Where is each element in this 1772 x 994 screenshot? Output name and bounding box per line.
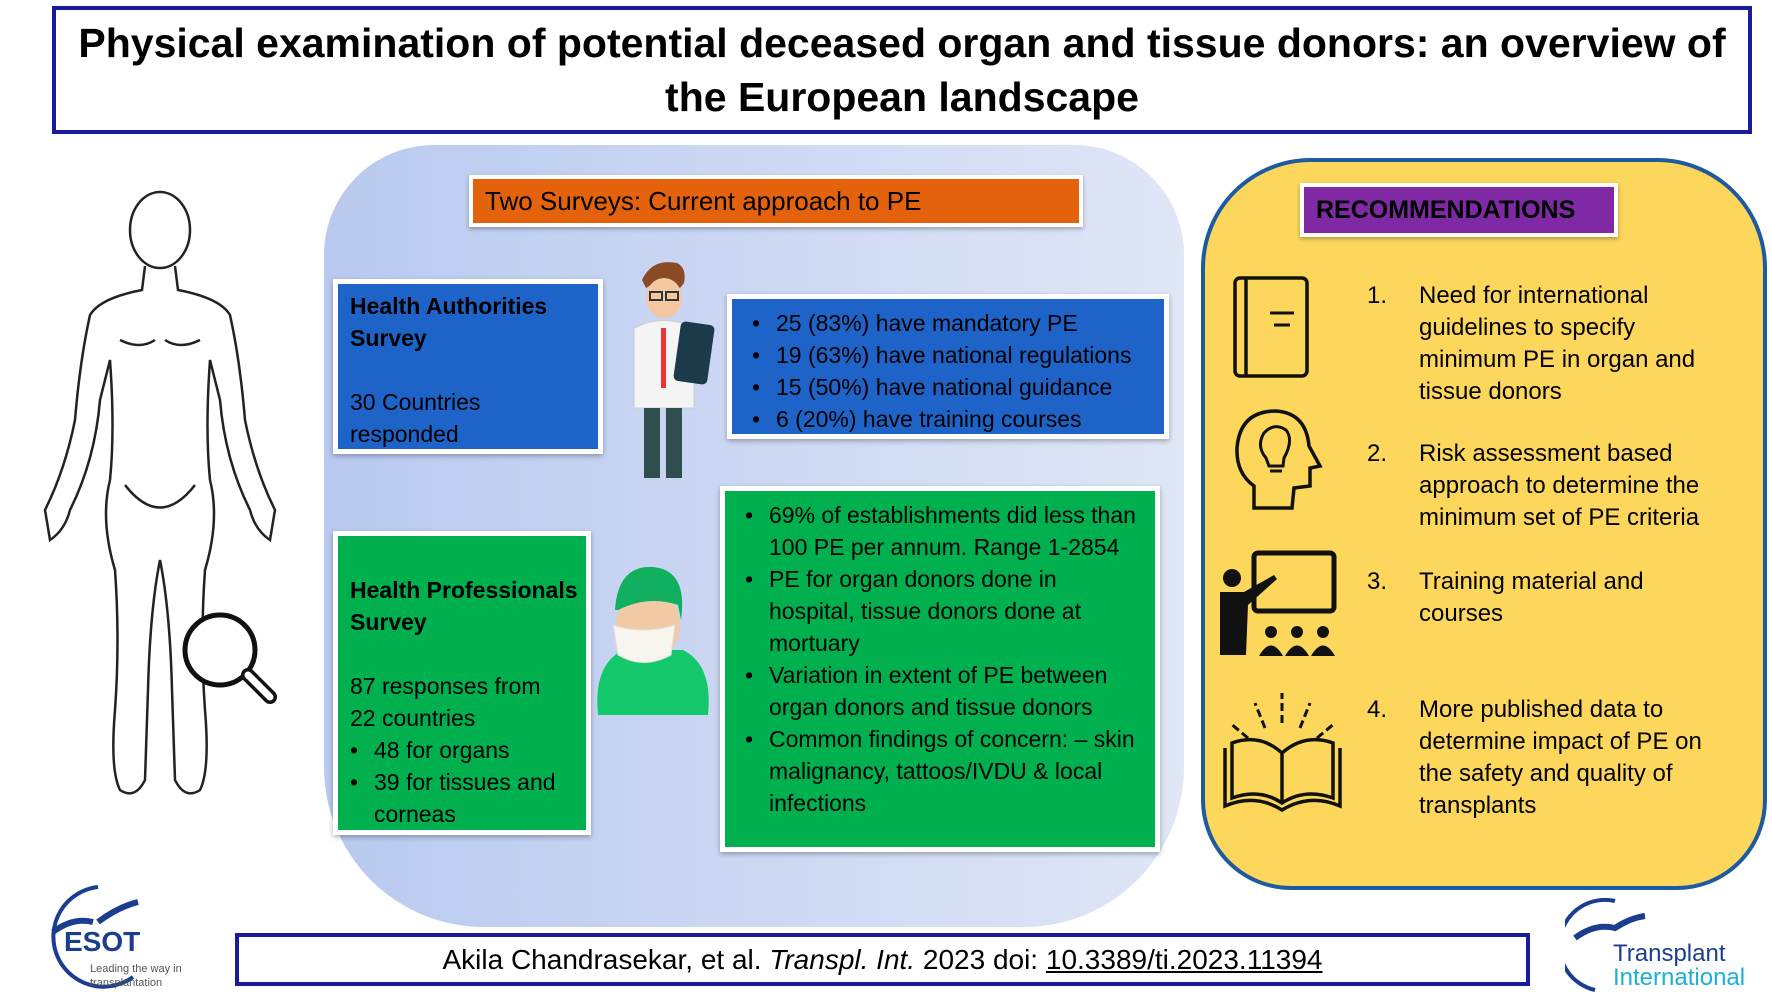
recommendations-panel — [1201, 158, 1767, 890]
rec-text: More published data to determine impact … — [1419, 696, 1702, 819]
stat-item: 19 (63%) have national regulations — [744, 339, 1152, 371]
ha-title-2: Survey — [350, 325, 427, 351]
magnifier-icon — [182, 612, 258, 688]
finding-item: Variation in extent of PE between organ … — [737, 659, 1143, 723]
citation-box: Akila Chandrasekar, et al. Transpl. Int.… — [235, 933, 1530, 986]
doi-link[interactable]: 10.3389/ti.2023.11394 — [1045, 943, 1323, 975]
doctor-illustration — [633, 262, 715, 478]
finding-item: Common findings of concern: – skin malig… — [737, 723, 1143, 819]
book-icon — [1233, 276, 1309, 378]
page-title: Physical examination of potential deceas… — [52, 6, 1752, 134]
hp-desc-1: 87 responses from — [350, 673, 541, 699]
breakdown-item: 48 for organs — [342, 734, 582, 766]
open-book-icon — [1223, 693, 1342, 813]
esot-logo: ESOT Leading the way in transplantation — [38, 882, 198, 992]
rec-text: Training material and courses — [1419, 568, 1644, 627]
ti-logo-arc — [1565, 898, 1646, 992]
hp-desc-2: 22 countries — [350, 705, 476, 731]
finding-item: PE for organ donors done in hospital, ti… — [737, 563, 1143, 659]
rec-text: Need for international guidelines to spe… — [1419, 282, 1696, 405]
citation-journal: Transpl. Int. — [769, 943, 916, 975]
hp-title-1: Health Professionals — [350, 577, 578, 603]
rec-number: 3. — [1367, 568, 1388, 595]
teacher-icon — [1220, 550, 1337, 656]
esot-logo-arc — [51, 885, 139, 989]
esot-text: ESOT — [64, 926, 141, 957]
rec-text: Risk assessment based approach to determ… — [1419, 440, 1700, 531]
breakdown-item: 39 for tissues and corneas — [342, 766, 582, 830]
ha-title-1: Health Authorities — [350, 293, 548, 319]
ti-line1: Transplant — [1613, 940, 1726, 967]
surgeon-illustration — [597, 566, 709, 715]
citation-authors: Akila Chandrasekar, et al. — [442, 943, 762, 975]
recommendation-item: 1. Need for international guidelines to s… — [1367, 280, 1737, 408]
head-lightbulb-icon — [1235, 409, 1323, 510]
health-authorities-survey-box: Health Authorities Survey 30 Countries r… — [333, 279, 603, 454]
health-professionals-survey-box: Health Professionals Survey 87 responses… — [333, 531, 591, 835]
finding-item: 69% of establishments did less than 100 … — [737, 499, 1143, 563]
recommendation-item: 4. More published data to determine impac… — [1367, 694, 1717, 822]
rec-number: 1. — [1367, 282, 1388, 309]
recommendations-header: RECOMMENDATIONS — [1300, 183, 1618, 237]
hp-title-2: Survey — [350, 609, 427, 635]
rec-number: 4. — [1367, 696, 1388, 723]
stat-item: 6 (20%) have training courses — [744, 403, 1152, 435]
citation-year: 2023 doi: — [922, 943, 1039, 975]
human-body-magnifier-illustration — [43, 190, 277, 795]
stat-item: 15 (50%) have national guidance — [744, 371, 1152, 403]
ti-line2: International — [1613, 964, 1746, 991]
rec-number: 2. — [1367, 440, 1388, 467]
recommendation-item: 3. Training material and courses — [1367, 566, 1697, 630]
professionals-findings-box: 69% of establishments did less than 100 … — [720, 486, 1160, 852]
authorities-stats-box: 25 (83%) have mandatory PE 19 (63%) have… — [727, 294, 1169, 439]
esot-tagline: Leading the way in transplantation — [90, 963, 182, 989]
ha-desc-2: responded — [350, 421, 459, 447]
stat-item: 25 (83%) have mandatory PE — [744, 307, 1152, 339]
surveys-header: Two Surveys: Current approach to PE — [469, 175, 1083, 227]
recommendation-item: 2. Risk assessment based approach to dete… — [1367, 438, 1737, 534]
ha-desc-1: 30 Countries — [350, 389, 481, 415]
transplant-international-logo: Transplant International — [1565, 898, 1765, 992]
